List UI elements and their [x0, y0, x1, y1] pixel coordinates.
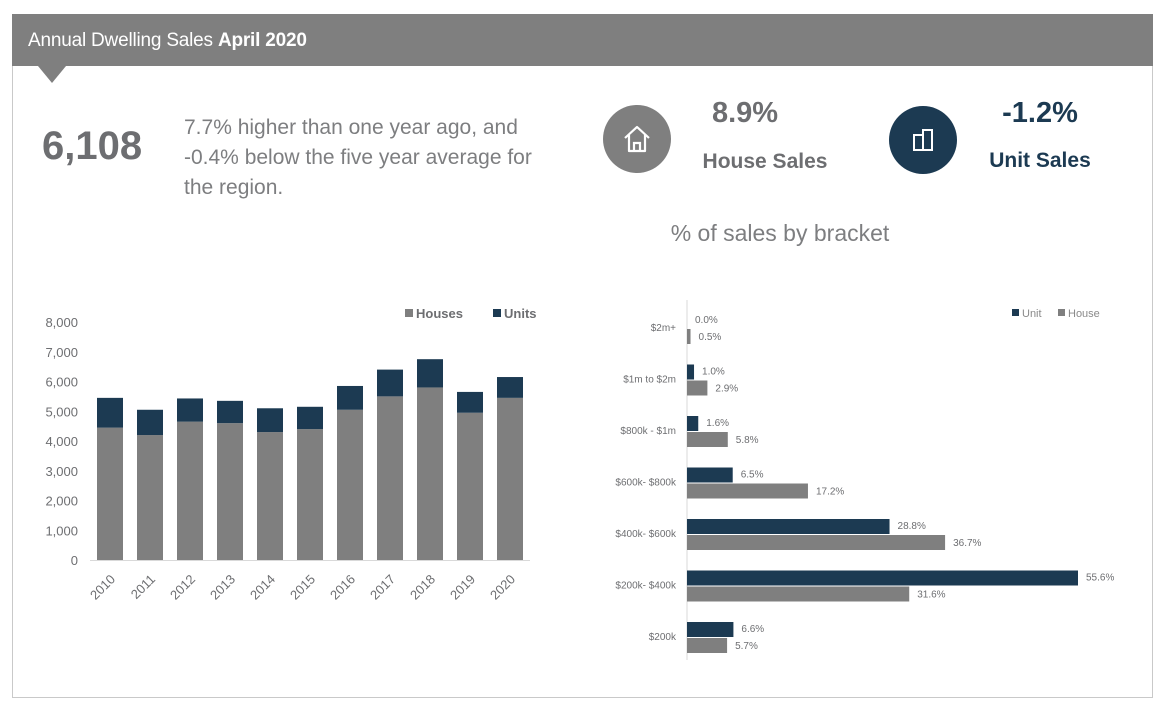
unit-building-icon	[913, 129, 933, 151]
bar-houses-2020	[497, 397, 523, 560]
bar-units-2018	[417, 359, 443, 388]
y-tick-label: 7,000	[45, 345, 78, 360]
legend-swatch-units	[493, 309, 501, 317]
x-tick-label: 2018	[407, 572, 438, 603]
legend-label-units: Units	[504, 306, 537, 321]
y-tick-label: 0	[71, 553, 78, 568]
bar-units-2011	[137, 409, 163, 436]
bar-units-2015	[297, 406, 323, 430]
x-tick-label: 2019	[447, 572, 478, 603]
annual-sales-bar-chart: 0 1,000 2,000 3,000 4,000 5,000 6,000 7,000 8,00…	[45, 306, 537, 603]
bar-units-2012	[177, 398, 203, 422]
bracket-chart-title: % of sales by bracket	[670, 220, 890, 246]
bar-units-2017	[377, 369, 403, 397]
bar-houses-2019	[457, 412, 483, 560]
x-tick-label: 2012	[167, 572, 198, 603]
y-tick-label: 6,000	[45, 375, 78, 390]
bar-units-2013	[217, 400, 243, 424]
legend-swatch-houses	[405, 309, 413, 317]
house-icon	[624, 125, 650, 153]
summary-text: 7.7% higher than one year ago, and -0.4%…	[184, 116, 532, 199]
house-sales-badge	[603, 105, 671, 173]
x-tick-label: 2014	[247, 572, 278, 603]
bar-units-2019	[457, 391, 483, 413]
y-tick-label: 5,000	[45, 404, 78, 419]
house-sales-value: 8.9%	[711, 97, 779, 129]
bar-houses-2013	[217, 423, 243, 560]
bar-houses-2014	[257, 432, 283, 560]
x-tick-label: 2020	[487, 572, 518, 603]
bar-units-2014	[257, 408, 283, 433]
x-tick-label: 2010	[87, 572, 118, 603]
bar-houses-2017	[377, 396, 403, 560]
y-tick-label: 8,000	[45, 315, 78, 330]
x-tick-label: 2011	[128, 572, 158, 602]
y-tick-label: 1,000	[45, 523, 78, 538]
header-bar: Annual Dwelling Sales April 2020	[12, 14, 1153, 66]
page-title: Annual Dwelling Sales April 2020	[28, 30, 307, 51]
x-tick-label: 2017	[367, 572, 398, 603]
x-tick-label: 2015	[287, 572, 318, 603]
unit-sales-badge	[889, 106, 957, 174]
y-tick-label: 2,000	[45, 494, 78, 509]
bar-houses-2012	[177, 421, 203, 560]
bar-units-2020	[497, 377, 523, 398]
x-tick-label: 2013	[207, 572, 238, 603]
bar-houses-2010	[97, 427, 123, 560]
bar-houses-2018	[417, 387, 443, 560]
bar-houses-2016	[337, 409, 363, 560]
bar-houses-2015	[297, 429, 323, 560]
y-tick-label: 3,000	[45, 464, 78, 479]
house-sales-label: House Sales	[702, 150, 828, 173]
bar-houses-2011	[137, 435, 163, 560]
legend-label-houses: Houses	[416, 306, 463, 321]
unit-sales-value: -1.2%	[1002, 97, 1078, 129]
x-tick-label: 2016	[327, 572, 358, 603]
header-pointer	[38, 66, 66, 83]
bar-units-2016	[337, 385, 363, 410]
unit-sales-label: Unit Sales	[989, 149, 1091, 172]
bar-units-2010	[97, 397, 123, 428]
total-sales-value: 6,108	[42, 124, 143, 168]
y-tick-label: 4,000	[45, 434, 78, 449]
